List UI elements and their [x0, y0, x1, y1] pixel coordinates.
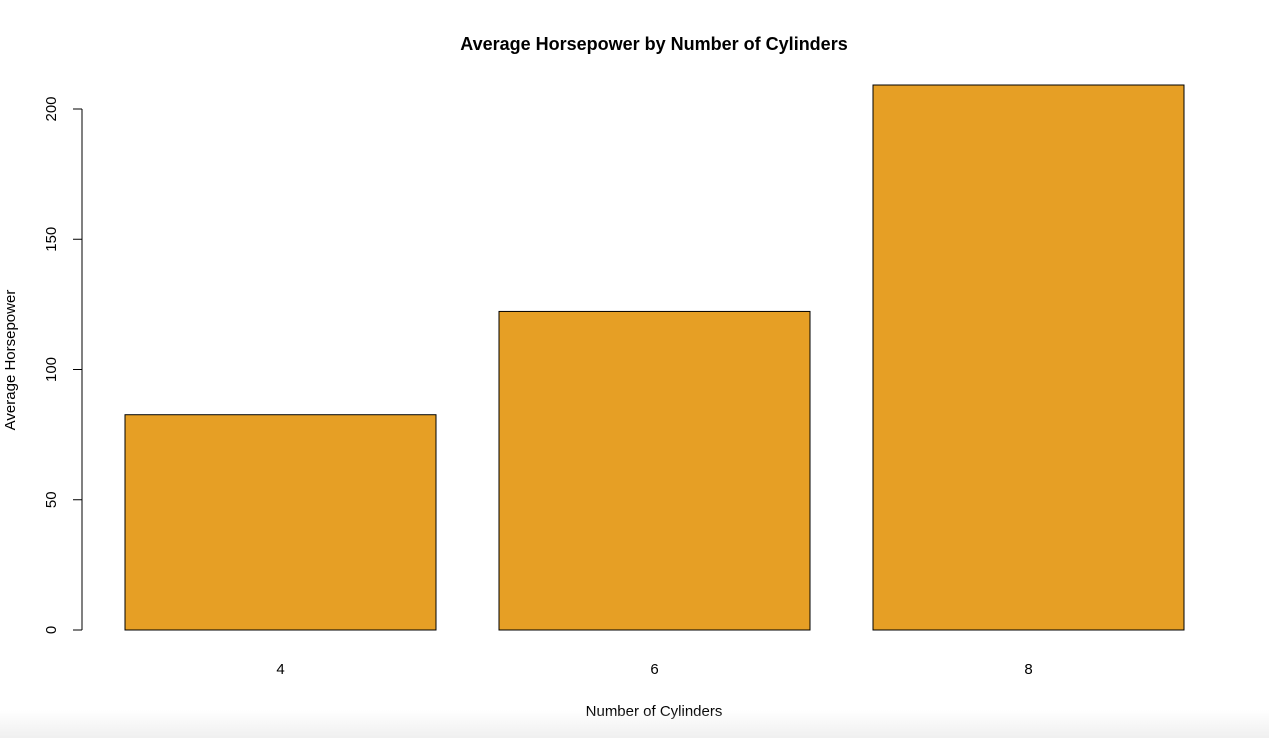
x-axis-tick-label-6: 6	[650, 661, 658, 678]
chart-title: Average Horsepower by Number of Cylinder…	[460, 34, 847, 54]
x-axis-tick-label-8: 8	[1024, 661, 1032, 678]
y-axis-tick-label: 50	[43, 491, 60, 508]
y-axis-tick-label: 150	[43, 227, 60, 252]
x-axis-tick-labels: 4 6 8	[276, 661, 1032, 678]
y-axis-tick-label: 200	[43, 96, 60, 121]
y-axis: 0 50 100 150 200	[43, 96, 83, 634]
bars-group	[124, 84, 1185, 631]
bar-8	[872, 84, 1185, 631]
bar-4	[124, 414, 437, 631]
bottom-edge-shadow	[0, 710, 1269, 738]
x-axis-tick-label-4: 4	[276, 661, 284, 678]
y-axis-label: Average Horsepower	[2, 290, 19, 431]
bar-6	[498, 310, 811, 631]
y-axis-tick-label: 100	[43, 357, 60, 382]
y-axis-tick-label: 0	[43, 626, 60, 634]
